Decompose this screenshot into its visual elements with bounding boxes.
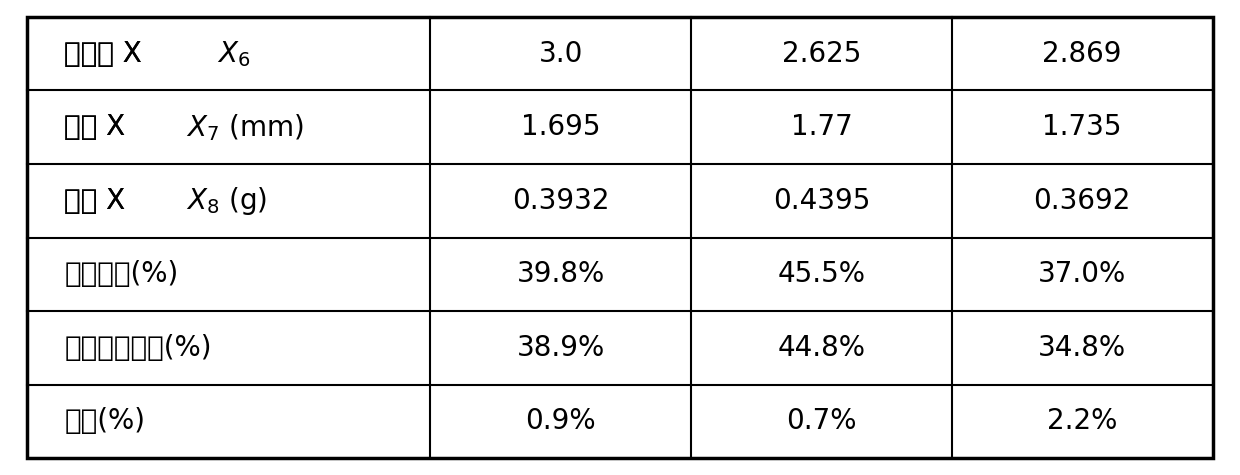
- Text: 0.3932: 0.3932: [512, 187, 610, 215]
- Text: 1.735: 1.735: [1043, 113, 1122, 141]
- Text: 实际整精米率(%): 实际整精米率(%): [64, 334, 212, 362]
- Text: 粒厚 X: 粒厚 X: [64, 113, 125, 141]
- Text: $X_{8}$ (g): $X_{8}$ (g): [186, 185, 267, 217]
- Text: 1.695: 1.695: [521, 113, 600, 141]
- Text: 2.869: 2.869: [1043, 39, 1122, 67]
- Text: 3.0: 3.0: [538, 39, 583, 67]
- Text: 0.4395: 0.4395: [773, 187, 870, 215]
- Text: 粒重 X: 粒重 X: [64, 187, 125, 215]
- Text: 44.8%: 44.8%: [777, 334, 866, 362]
- Text: 1.77: 1.77: [791, 113, 852, 141]
- Text: 2.2%: 2.2%: [1047, 408, 1117, 436]
- Text: $X_{6}$: $X_{6}$: [217, 39, 250, 68]
- Text: 38.9%: 38.9%: [517, 334, 605, 362]
- Text: 长宽比 X: 长宽比 X: [64, 39, 143, 67]
- Text: 34.8%: 34.8%: [1038, 334, 1126, 362]
- Text: 2.625: 2.625: [781, 39, 861, 67]
- Text: 粒厚 X: 粒厚 X: [64, 113, 125, 141]
- Text: 45.5%: 45.5%: [777, 260, 866, 288]
- Text: 0.7%: 0.7%: [786, 408, 857, 436]
- Text: 37.0%: 37.0%: [1038, 260, 1126, 288]
- Text: 0.9%: 0.9%: [526, 408, 596, 436]
- Text: 0.3692: 0.3692: [1033, 187, 1131, 215]
- Text: 粒重 X: 粒重 X: [64, 187, 125, 215]
- Text: 39.8%: 39.8%: [517, 260, 605, 288]
- Text: 长宽比 X: 长宽比 X: [64, 39, 143, 67]
- Text: $X_{7}$ (mm): $X_{7}$ (mm): [186, 112, 304, 142]
- Text: 整精米率(%): 整精米率(%): [64, 260, 179, 288]
- Text: 相差(%): 相差(%): [64, 408, 145, 436]
